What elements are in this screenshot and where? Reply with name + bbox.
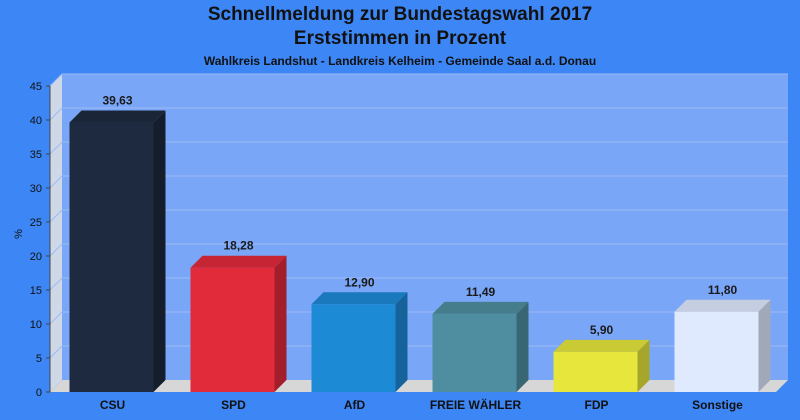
bar — [674, 299, 771, 392]
grid-line — [49, 277, 788, 291]
y-tick-label: 35 — [30, 149, 42, 161]
grid-line — [49, 107, 788, 121]
bar-top — [674, 299, 771, 312]
bar-top — [553, 339, 650, 352]
side-wall — [50, 74, 62, 392]
chart-title: Schnellmeldung zur Bundestagswahl 2017 — [207, 4, 593, 25]
data-label: 5,90 — [590, 323, 614, 337]
bars — [69, 110, 771, 393]
x-tick-label: Sonstige — [692, 398, 743, 412]
y-axis: 0 5 10 15 20 25 30 35 40 45 — [30, 81, 51, 399]
bar-side — [516, 301, 529, 392]
grid-line — [49, 209, 788, 223]
y-tick-label: 10 — [30, 319, 42, 331]
chart-subtitle: Erststimmen in Prozent — [293, 28, 507, 49]
bar — [311, 292, 408, 392]
x-tick-label: FDP — [585, 398, 609, 412]
y-tick-label: 15 — [30, 285, 42, 297]
bar-front — [69, 122, 154, 393]
y-tick-label: 20 — [30, 251, 42, 263]
data-label: 12,90 — [344, 275, 374, 289]
x-tick-label: CSU — [100, 398, 125, 412]
bar-front — [674, 311, 759, 392]
x-axis: CSU SPD AfD FREIE WÄHLER FDP Sonstige — [100, 397, 743, 412]
bar — [69, 110, 166, 393]
grid-line — [49, 175, 788, 189]
y-tick-label: 5 — [36, 353, 42, 365]
bar-top — [432, 301, 529, 314]
y-tick-label: 45 — [30, 81, 42, 93]
y-tick-label: 0 — [36, 387, 42, 399]
bar-front — [432, 313, 517, 392]
y-tick-label: 30 — [30, 183, 42, 195]
bar — [553, 339, 650, 392]
y-tick-label: 25 — [30, 217, 42, 229]
bar-front — [311, 304, 396, 392]
bar-side — [153, 110, 166, 393]
grid-line — [49, 73, 788, 87]
data-label: 39,63 — [102, 94, 132, 108]
data-label: 11,80 — [708, 283, 738, 297]
bar — [190, 255, 287, 392]
data-label: 11,49 — [466, 285, 496, 299]
grid-line — [49, 345, 788, 359]
grid-lines — [49, 73, 788, 359]
grid-line — [49, 243, 788, 257]
chart-region-label: Wahlkreis Landshut - Landkreis Kelheim -… — [203, 54, 597, 68]
bar-side — [274, 255, 287, 392]
bar-top — [69, 110, 166, 123]
grid-line — [49, 141, 788, 155]
bar-side — [758, 299, 771, 392]
y-tick-label: 40 — [30, 115, 42, 127]
data-label: 18,28 — [223, 239, 253, 253]
grid-line — [49, 311, 788, 325]
bar-side — [637, 339, 650, 392]
bar-top — [311, 292, 408, 305]
y-axis-label: % — [13, 229, 25, 239]
bar-side — [395, 292, 408, 392]
data-labels: 39,63 18,28 12,90 11,49 5,90 11,80 — [102, 94, 737, 337]
bar-front — [190, 267, 275, 392]
x-tick-label: AfD — [344, 398, 366, 412]
x-tick-label: SPD — [221, 398, 246, 412]
bar-front — [553, 351, 638, 392]
bar-top — [190, 255, 287, 268]
x-tick-label: FREIE WÄHLER — [430, 397, 522, 412]
bar — [432, 301, 529, 392]
